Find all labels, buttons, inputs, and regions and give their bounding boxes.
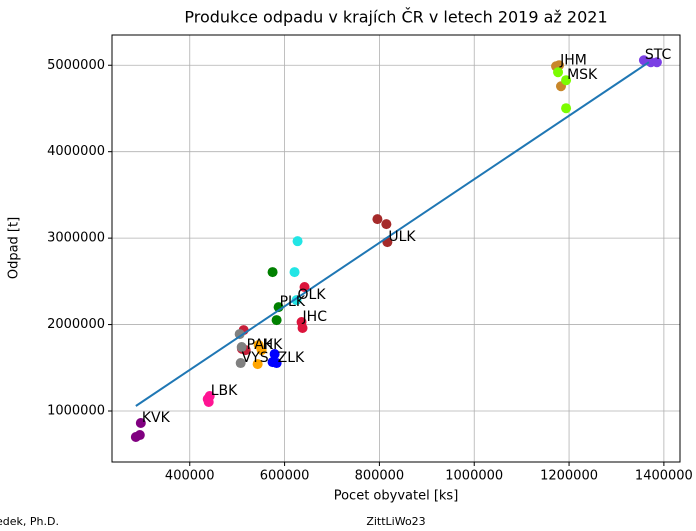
point-label: PAK	[247, 337, 274, 353]
x-axis-label: Pocet obyvatel [ks]	[334, 489, 459, 504]
y-axis-label: Odpad [t]	[7, 217, 22, 279]
point	[289, 267, 300, 278]
x-tick-label: 1200000	[540, 469, 598, 484]
point	[134, 430, 145, 441]
chart-title: Produkce odpadu v krajích ČR v letech 20…	[184, 8, 607, 27]
point	[561, 75, 572, 86]
point	[253, 340, 264, 351]
point	[553, 67, 564, 78]
y-tick-label: 1000000	[47, 404, 105, 419]
point-label: OLK	[298, 287, 327, 303]
point	[203, 397, 214, 408]
point	[235, 358, 246, 369]
footer-center: ZittLiWo23	[366, 515, 425, 528]
point-label: LBK	[211, 383, 238, 399]
point	[267, 357, 278, 368]
x-tick-label: 400000	[165, 469, 215, 484]
point-label: PLK	[280, 294, 306, 310]
point	[271, 315, 282, 326]
point-label: STC	[645, 47, 672, 63]
point	[561, 103, 572, 114]
point	[292, 236, 303, 247]
y-tick-label: 5000000	[47, 58, 105, 73]
point	[372, 214, 383, 225]
point	[236, 342, 247, 353]
footer-left: edek, Ph.D.	[0, 515, 59, 528]
point-label: MSK	[567, 67, 598, 83]
point	[135, 418, 146, 429]
point	[299, 282, 310, 293]
point	[381, 219, 392, 230]
point	[269, 349, 280, 360]
x-tick-label: 800000	[355, 469, 405, 484]
point	[234, 329, 245, 340]
point-label: JHC	[302, 309, 328, 325]
y-tick-label: 3000000	[47, 231, 105, 246]
point-label: HK	[263, 337, 284, 353]
y-tick-label: 4000000	[47, 144, 105, 159]
point	[651, 57, 662, 68]
point	[297, 323, 308, 334]
point-label: ULK	[388, 229, 416, 245]
x-tick-label: 1000000	[445, 469, 503, 484]
x-tick-label: 600000	[260, 469, 310, 484]
point-label: ZLK	[278, 350, 305, 366]
fit-line	[135, 61, 650, 407]
point-label: VYS	[242, 350, 269, 366]
point	[267, 267, 278, 278]
y-tick-label: 2000000	[47, 317, 105, 332]
x-tick-label: 1400000	[635, 469, 693, 484]
plot-frame	[111, 34, 681, 463]
point	[252, 359, 263, 370]
point-label: KVK	[142, 410, 171, 426]
point-label: JHM	[559, 52, 587, 68]
